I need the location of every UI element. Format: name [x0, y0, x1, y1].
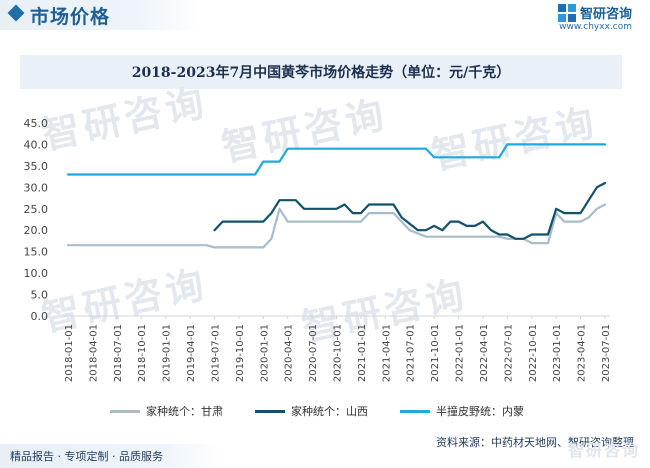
x-tick-label: 2023-07-01 — [601, 324, 612, 382]
legend-item-shanxi: 家种统个：山西 — [255, 403, 368, 419]
brand-bottom: 智研咨询 — [567, 441, 640, 460]
series-line-2 — [66, 143, 607, 176]
legend-label: 半撞皮野统：内蒙 — [436, 405, 524, 418]
legend-swatch — [400, 409, 430, 413]
x-tick-label: 2020-07-01 — [308, 324, 319, 382]
y-tick-label: 25.0 — [24, 203, 49, 216]
series-line-1 — [213, 181, 607, 240]
tagline: 精品报告 · 专项定制 · 品质服务 — [10, 450, 163, 463]
legend-label: 家种统个：山西 — [291, 405, 368, 418]
x-tick-label: 2019-07-01 — [210, 324, 221, 382]
x-tick-label: 2023-01-01 — [552, 324, 563, 382]
x-tick-label: 2022-10-01 — [528, 324, 539, 382]
x-tick-label: 2020-01-01 — [259, 324, 270, 382]
brand: 智研咨询 — [557, 3, 632, 22]
x-tick-label: 2021-10-01 — [430, 324, 441, 382]
header-bar — [0, 0, 200, 30]
x-tick-label: 2020-04-01 — [284, 324, 295, 382]
x-tick-label: 2019-01-01 — [162, 324, 173, 382]
x-tick-label: 2022-04-01 — [479, 324, 490, 382]
legend-swatch — [110, 409, 140, 413]
y-tick-label: 15.0 — [24, 246, 49, 259]
y-tick-label: 40.0 — [24, 138, 49, 151]
source-note: 资料来源：中药材天地网、智研咨询整理 — [436, 436, 634, 449]
y-tick-label: 0.0 — [31, 310, 49, 323]
header: 市场价格 智研咨询 www.chyxx.com — [0, 0, 650, 36]
y-tick-label: 10.0 — [24, 267, 49, 280]
x-tick-label: 2018-01-01 — [64, 324, 75, 382]
y-tick-label: 5.0 — [31, 289, 49, 302]
x-tick-label: 2022-01-01 — [455, 324, 466, 382]
brand-url[interactable]: www.chyxx.com — [559, 22, 632, 32]
x-tick-label: 2023-04-01 — [577, 324, 588, 382]
legend-item-gansu: 家种统个：甘肃 — [110, 403, 223, 419]
bottom-strip: 精品报告 · 专项定制 · 品质服务 — [0, 444, 220, 468]
x-tick-label: 2018-04-01 — [88, 324, 99, 382]
x-tick-label: 2021-01-01 — [357, 324, 368, 382]
legend-swatch — [255, 409, 285, 413]
section-title: 市场价格 — [30, 6, 111, 28]
legend-label: 家种统个：甘肃 — [146, 405, 223, 418]
brand-logo-icon — [557, 3, 576, 22]
y-tick-label: 35.0 — [24, 160, 49, 173]
footer: 资料来源：中药材天地网、智研咨询整理 — [0, 424, 650, 468]
legend-item-neimeng: 半撞皮野统：内蒙 — [400, 403, 524, 419]
x-tick-label: 2018-10-01 — [137, 324, 148, 382]
y-tick-label: 20.0 — [24, 224, 49, 237]
chart-title-box: 2018-2023年7月中国黄芩市场价格走势（单位：元/千克） — [20, 55, 622, 89]
brand-name: 智研咨询 — [579, 7, 632, 22]
x-tick-label: 2022-07-01 — [503, 324, 514, 382]
x-tick-label: 2021-04-01 — [381, 324, 392, 382]
chart-legend: 家种统个：甘肃 家种统个：山西 半撞皮野统：内蒙 — [0, 403, 650, 423]
x-tick-label: 2018-07-01 — [113, 324, 124, 382]
series-line-0 — [66, 203, 607, 249]
x-tick-label: 2019-04-01 — [186, 324, 197, 382]
y-tick-label: 30.0 — [24, 181, 49, 194]
x-tick-label: 2019-10-01 — [235, 324, 246, 382]
chart-title: 2018-2023年7月中国黄芩市场价格走势（单位：元/千克） — [131, 65, 511, 81]
x-tick-label: 2021-07-01 — [406, 324, 417, 382]
x-tick-label: 2020-10-01 — [333, 324, 344, 382]
y-tick-label: 45.0 — [24, 117, 49, 130]
